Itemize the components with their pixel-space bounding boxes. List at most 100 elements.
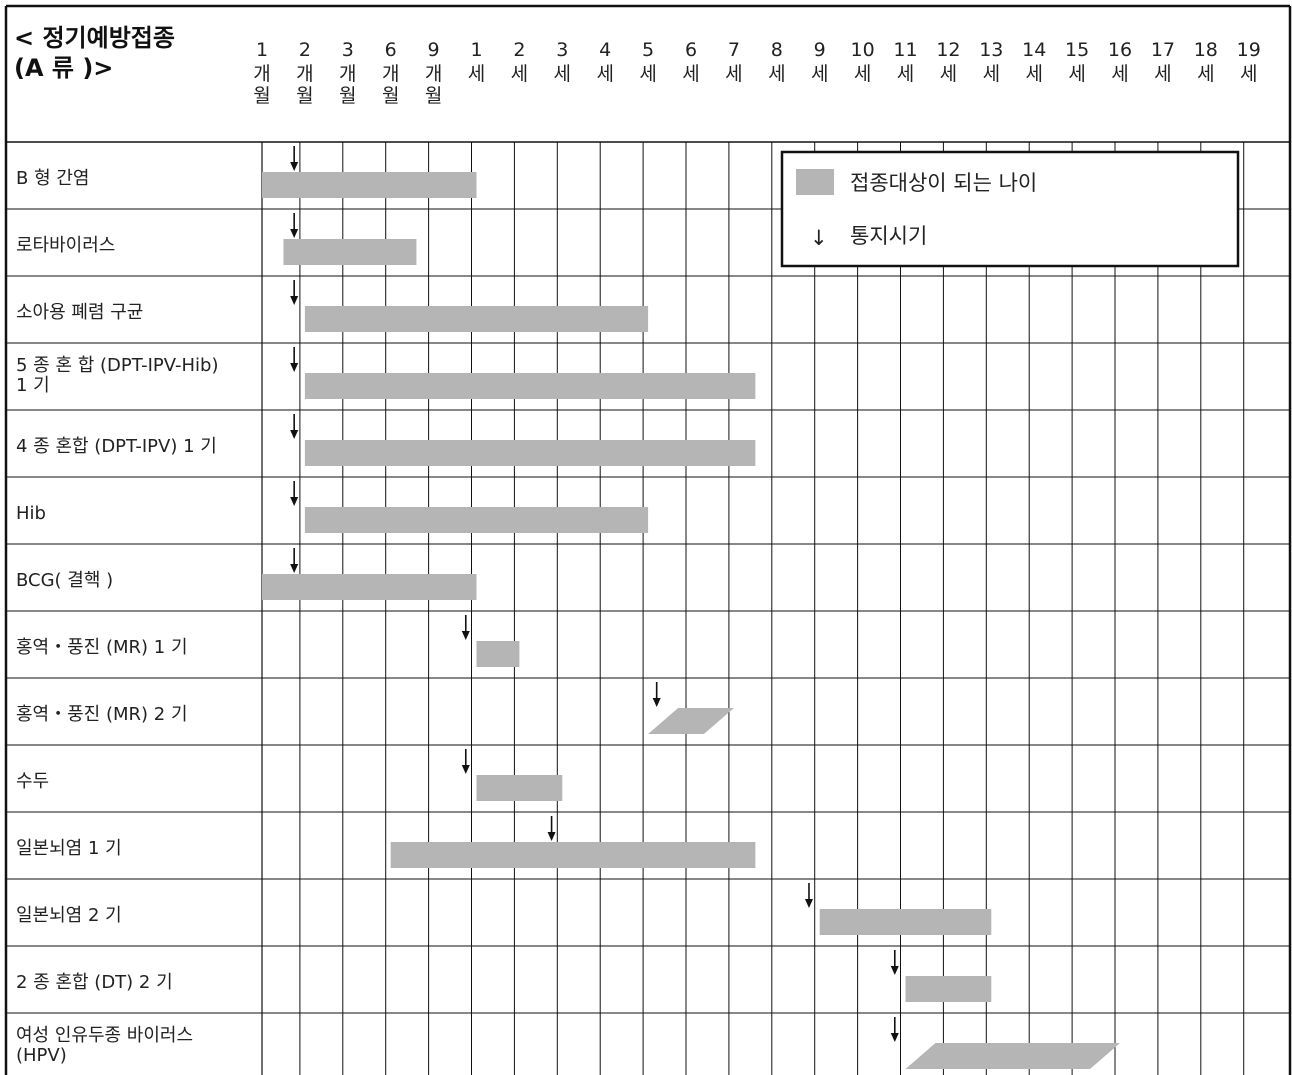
column-header-number: 4 [599, 39, 611, 61]
column-header-unit: 월 [382, 85, 399, 107]
legend-target-swatch [796, 169, 834, 195]
row-label: 일본뇌염 1 기 [16, 838, 122, 859]
column-header-unit: 세 [639, 63, 656, 85]
column-header-number: 13 [979, 39, 1003, 61]
target-age-bar [476, 775, 563, 801]
column-header-unit: 세 [983, 63, 1000, 85]
row-label: 2 종 혼합 (DT) 2 기 [16, 972, 173, 993]
column-header-number: 11 [893, 39, 917, 61]
column-header-unit: 세 [1068, 63, 1085, 85]
legend-target-label: 접종대상이 되는 나이 [850, 171, 1037, 195]
notice-arrow-head [890, 1033, 899, 1042]
target-age-bar [390, 842, 756, 868]
row-label: 로타바이러스 [16, 235, 115, 256]
row-label: 4 종 혼합 (DPT-IPV) 1 기 [16, 436, 217, 457]
column-header-number: 15 [1065, 39, 1089, 61]
notice-arrow-head [290, 296, 299, 305]
column-header-unit: 세 [468, 63, 485, 85]
chart-title: < 정기예방접종 (A 류 )> [14, 24, 175, 82]
column-header-unit: 세 [1197, 63, 1214, 85]
column-header-number: 2 [299, 39, 311, 61]
column-header-number: 14 [1022, 39, 1046, 61]
column-header-number: 19 [1237, 39, 1261, 61]
title-line-1: < 정기예방접종 [14, 24, 175, 52]
column-header-number: 9 [814, 39, 826, 61]
notice-arrow-head [547, 832, 556, 841]
notice-arrow-head [290, 497, 299, 506]
column-header-unit: 세 [682, 63, 699, 85]
column-header-unit: 월 [339, 85, 356, 107]
target-age-bar [905, 1043, 1121, 1069]
column-header-number: 1 [256, 39, 268, 61]
row-label: 소아용 폐렴 구균 [16, 302, 143, 323]
column-header-unit: 월 [296, 85, 313, 107]
column-header-unit: 세 [811, 63, 828, 85]
column-header-unit: 개 [425, 63, 442, 85]
column-header-unit: 세 [1111, 63, 1128, 85]
notice-arrow-head [804, 899, 813, 908]
column-headers: 1개월2개월3개월6개월9개월1세2세3세4세5세6세7세8세9세10세11세1… [253, 39, 1261, 107]
column-header-number: 9 [428, 39, 440, 61]
column-header-unit: 세 [725, 63, 742, 85]
notice-arrow-head [290, 162, 299, 171]
bars [262, 172, 1121, 1069]
notice-arrow-head [461, 765, 470, 774]
column-header-unit: 개 [339, 63, 356, 85]
column-header-number: 7 [728, 39, 740, 61]
column-header-number: 18 [1194, 39, 1218, 61]
column-header-number: 8 [771, 39, 783, 61]
target-age-bar [304, 507, 649, 533]
target-age-bar [304, 440, 756, 466]
row-label: 홍역・풍진 (MR) 1 기 [16, 637, 188, 658]
row-label: 5 종 혼 합 (DPT-IPV-Hib) [16, 355, 219, 376]
notice-arrow-head [890, 966, 899, 975]
target-age-bar [648, 708, 734, 734]
notice-arrow-head [461, 631, 470, 640]
column-header-number: 10 [851, 39, 875, 61]
target-age-bar [476, 641, 520, 667]
column-header-unit: 세 [768, 63, 785, 85]
row-label: 홍역・풍진 (MR) 2 기 [16, 704, 188, 725]
row-label: BCG( 결핵 ) [16, 570, 113, 591]
column-header-number: 1 [470, 39, 482, 61]
notice-arrow-head [290, 564, 299, 573]
row-label: Hib [16, 503, 46, 524]
legend-notice-label: 통지시기 [850, 224, 927, 248]
target-age-bar [262, 172, 477, 198]
target-age-bar [304, 373, 756, 399]
row-label: 1 기 [16, 375, 50, 396]
column-header-unit: 세 [1240, 63, 1257, 85]
column-header-unit: 개 [382, 63, 399, 85]
column-header-unit: 세 [1154, 63, 1171, 85]
notice-arrow-head [290, 363, 299, 372]
row-label: 여성 인유두종 바이러스 [16, 1025, 193, 1046]
notice-arrow-head [652, 698, 661, 707]
column-header-unit: 세 [511, 63, 528, 85]
column-header-number: 16 [1108, 39, 1132, 61]
column-header-number: 17 [1151, 39, 1175, 61]
column-header-unit: 월 [253, 85, 270, 107]
column-header-unit: 세 [854, 63, 871, 85]
column-header-unit: 개 [296, 63, 313, 85]
column-header-unit: 세 [554, 63, 571, 85]
column-header-number: 3 [556, 39, 568, 61]
target-age-bar [905, 976, 992, 1002]
column-header-number: 2 [513, 39, 525, 61]
target-age-bar [283, 239, 417, 265]
column-header-number: 3 [342, 39, 354, 61]
row-label: 일본뇌염 2 기 [16, 905, 122, 926]
column-header-number: 12 [936, 39, 960, 61]
column-header-unit: 세 [1025, 63, 1042, 85]
column-header-number: 5 [642, 39, 654, 61]
target-age-bar [304, 306, 649, 332]
column-header-unit: 개 [253, 63, 270, 85]
legend: 접종대상이 되는 나이 ↓ 통지시기 [780, 150, 1240, 268]
title-line-2: (A 류 )> [14, 54, 113, 82]
column-header-unit: 세 [897, 63, 914, 85]
row-label: 수두 [16, 771, 49, 792]
column-header-number: 6 [685, 39, 697, 61]
column-header-number: 6 [385, 39, 397, 61]
target-age-bar [819, 909, 992, 935]
column-header-unit: 월 [425, 85, 442, 107]
